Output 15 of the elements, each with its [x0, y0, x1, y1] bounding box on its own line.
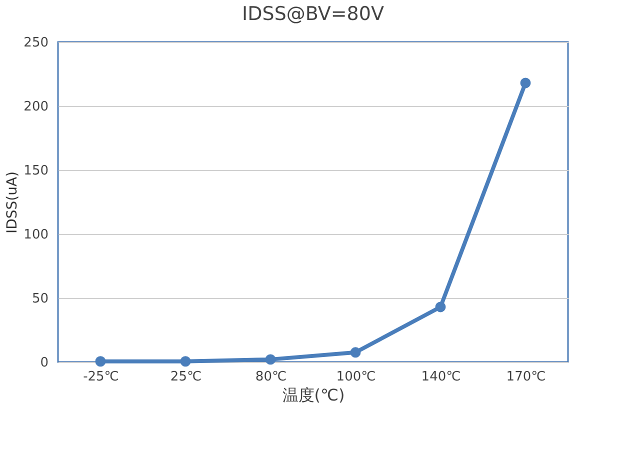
- x-tick-label: 170℃: [506, 370, 546, 384]
- x-tick-label: 100℃: [336, 370, 376, 384]
- x-tick-label: 25℃: [170, 370, 202, 384]
- y-tick-label: 0: [40, 356, 48, 370]
- x-tick-label: 80℃: [255, 370, 287, 384]
- x-axis-title: 温度(℃): [282, 386, 345, 404]
- y-tick-label: 150: [24, 164, 48, 178]
- y-tick-label: 200: [24, 100, 48, 114]
- y-tick-label: 50: [32, 292, 48, 306]
- x-tick-label: 140℃: [421, 370, 461, 384]
- x-tick-label: -25℃: [83, 370, 119, 384]
- y-tick-label: 250: [24, 36, 48, 50]
- y-axis-title: IDSS(uA): [4, 171, 21, 234]
- chart-title: IDSS@BV=80V: [242, 3, 384, 25]
- y-tick-label: 100: [24, 228, 48, 242]
